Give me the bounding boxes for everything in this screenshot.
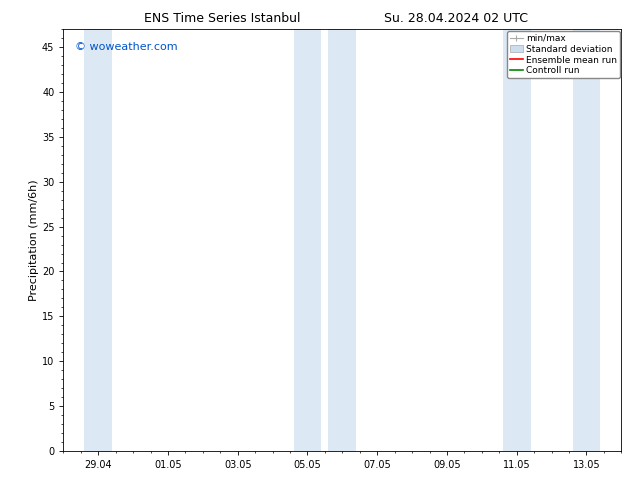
- Legend: min/max, Standard deviation, Ensemble mean run, Controll run: min/max, Standard deviation, Ensemble me…: [507, 31, 619, 78]
- Text: Su. 28.04.2024 02 UTC: Su. 28.04.2024 02 UTC: [384, 12, 529, 25]
- Y-axis label: Precipitation (mm/6h): Precipitation (mm/6h): [29, 179, 39, 301]
- Text: ENS Time Series Istanbul: ENS Time Series Istanbul: [144, 12, 300, 25]
- Bar: [328, 29, 356, 451]
- Bar: [573, 29, 600, 451]
- Bar: [503, 29, 531, 451]
- Text: © woweather.com: © woweather.com: [75, 42, 177, 52]
- Bar: [294, 29, 321, 451]
- Bar: [84, 29, 112, 451]
